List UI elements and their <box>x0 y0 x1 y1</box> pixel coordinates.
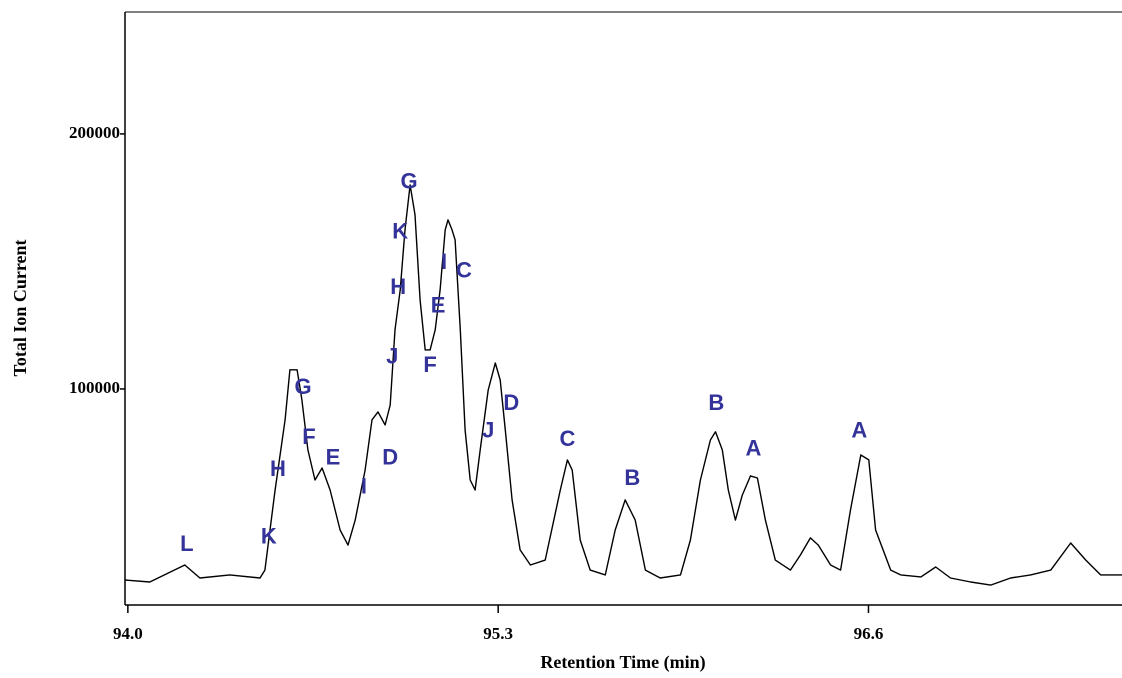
peak-label: G <box>294 374 311 399</box>
peak-label: C <box>456 258 472 283</box>
y-tick-label: 100000 <box>69 378 120 397</box>
peak-label: B <box>624 465 640 490</box>
peak-label: D <box>503 390 519 415</box>
peak-label: J <box>482 418 494 443</box>
peak-label: H <box>390 274 406 299</box>
peak-label: I <box>361 474 367 499</box>
peak-label: C <box>559 426 575 451</box>
x-tick-label: 96.6 <box>854 624 884 643</box>
peak-label: I <box>441 249 447 274</box>
peak-label: B <box>708 390 724 415</box>
peak-label: E <box>326 445 341 470</box>
peak-label: F <box>423 352 436 377</box>
peak-label: K <box>261 524 277 549</box>
peak-label: D <box>382 445 398 470</box>
peak-label: F <box>302 424 315 449</box>
peak-label: K <box>392 219 408 244</box>
y-tick-label: 200000 <box>69 123 120 142</box>
peak-label: E <box>431 293 446 318</box>
peak-label: H <box>270 456 286 481</box>
x-tick-label: 95.3 <box>483 624 513 643</box>
peak-label: J <box>386 344 398 369</box>
peak-label: A <box>851 418 867 443</box>
x-tick-label: 94.0 <box>113 624 143 643</box>
peak-label: L <box>180 531 193 556</box>
x-axis-label: Retention Time (min) <box>540 652 705 673</box>
peak-label: A <box>745 436 761 461</box>
peak-label: G <box>400 169 417 194</box>
y-axis-label: Total Ion Current <box>10 239 30 376</box>
ion-trace <box>124 184 1122 586</box>
